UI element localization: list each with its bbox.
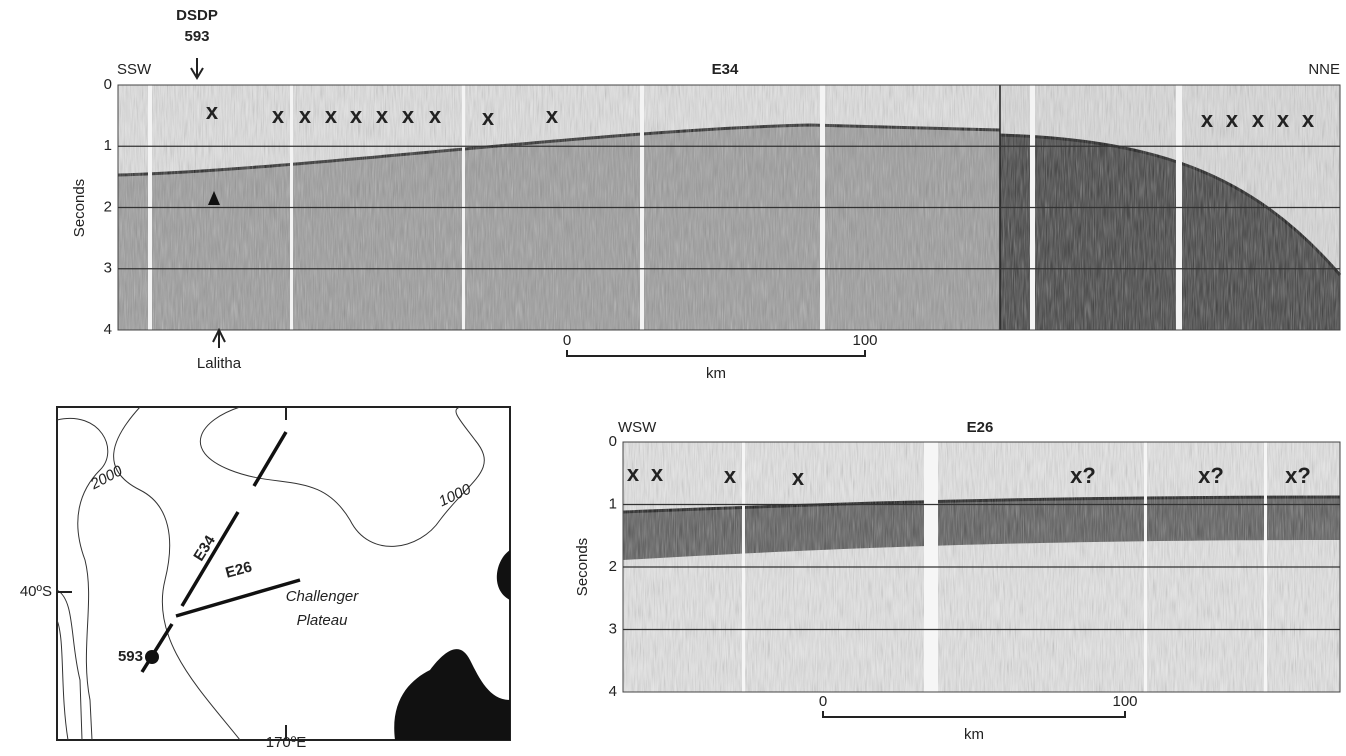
marker: x — [1277, 107, 1290, 132]
site-arrow — [190, 58, 204, 80]
y-tick-label: 0 — [609, 433, 617, 450]
marker: x — [651, 461, 664, 486]
scale-unit: km — [964, 726, 984, 743]
scale-unit: km — [706, 365, 726, 382]
marker: x — [1302, 107, 1315, 132]
contour — [56, 417, 109, 741]
scale-tick: 0 — [563, 332, 571, 349]
marker: x — [482, 105, 495, 130]
marker: x — [792, 465, 805, 490]
direction: WSW — [618, 419, 657, 436]
profile-e26: WSW E26 Seconds — [574, 419, 1341, 693]
marker: x — [429, 103, 442, 128]
feature-label: Lalitha — [197, 355, 242, 372]
contour — [56, 619, 69, 741]
marker: x — [376, 103, 389, 128]
scale-tick: 100 — [1112, 693, 1137, 710]
contour — [113, 406, 241, 741]
land — [496, 550, 510, 600]
scale-bar — [566, 350, 866, 357]
region-label: Challenger — [286, 588, 360, 605]
axis-title: Seconds — [574, 538, 591, 596]
contour — [199, 406, 485, 547]
direction: SSW — [117, 61, 152, 78]
profile-label: E26 — [967, 419, 994, 436]
track-label: E26 — [224, 558, 254, 581]
scale-tick: 0 — [819, 693, 827, 710]
site-label: DSDP — [176, 7, 218, 24]
region-label: Plateau — [297, 612, 349, 629]
marker: x — [350, 103, 363, 128]
marker: x — [1201, 107, 1214, 132]
marker: x — [724, 463, 737, 488]
map: 2000 1000 E34 E26 Challenger Plateau 40º… — [20, 406, 511, 751]
marker: x — [627, 461, 640, 486]
y-tick-label: 4 — [609, 683, 617, 700]
lalitha-feature — [208, 191, 220, 205]
y-tick-label: 2 — [609, 558, 617, 575]
y-tick-label: 3 — [609, 620, 617, 637]
marker: x — [1252, 107, 1265, 132]
marker: x — [1226, 107, 1239, 132]
direction: NNE — [1308, 61, 1340, 78]
track-e26 — [175, 578, 301, 618]
marker: x? — [1198, 463, 1224, 488]
site-number: 593 — [184, 28, 209, 45]
marker: x — [325, 103, 338, 128]
marker: x — [272, 103, 285, 128]
profile-e34: DSDP 593 SSW E34 NNE Lalitha Seconds — [71, 7, 1342, 372]
y-tick-label: 0 — [104, 76, 112, 93]
contour — [56, 589, 83, 741]
feature-arrow — [212, 327, 226, 348]
scale-bar — [822, 711, 1126, 718]
y-tick-label: 1 — [609, 495, 617, 512]
y-tick-label: 3 — [104, 260, 112, 277]
latitude-label: 40ºS — [20, 583, 52, 600]
track-e34 — [140, 431, 288, 673]
marker: x — [402, 103, 415, 128]
scale-tick: 100 — [852, 332, 877, 349]
y-tick-label: 2 — [104, 198, 112, 215]
land — [394, 649, 510, 740]
longitude-label: 170ºE — [266, 734, 307, 751]
site-label: 593 — [118, 648, 143, 665]
y-tick-label: 4 — [104, 321, 112, 338]
marker: x? — [1285, 463, 1311, 488]
site-dot — [145, 650, 159, 664]
axis-title: Seconds — [71, 179, 88, 237]
y-tick-label: 1 — [104, 137, 112, 154]
marker: x? — [1070, 463, 1096, 488]
marker: x — [299, 103, 312, 128]
profile-label: E34 — [712, 61, 739, 78]
marker: x — [546, 103, 559, 128]
marker: x — [206, 99, 219, 124]
